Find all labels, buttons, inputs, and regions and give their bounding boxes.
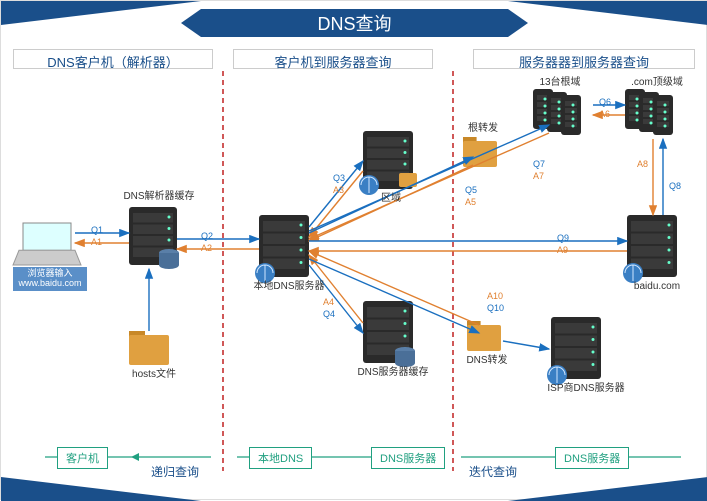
tag-q2: Q2 xyxy=(201,231,213,241)
tag-a7: A7 xyxy=(533,171,544,181)
tag-a1: A1 xyxy=(91,237,102,247)
footer-b1: 客户机 xyxy=(57,447,108,469)
tag-q7: Q7 xyxy=(533,159,545,169)
tag-a2: A2 xyxy=(201,243,212,253)
section-s3: 服务器器到服务器查询 xyxy=(473,49,695,69)
baidu-label: baidu.com xyxy=(617,281,697,293)
tag-a8: A8 xyxy=(637,159,648,169)
section-s1: DNS客户机（解析器） xyxy=(13,49,213,69)
roots-label: 13台根域 xyxy=(525,77,595,89)
hosts-label: hosts文件 xyxy=(119,369,189,381)
tag-a9: A9 xyxy=(557,245,568,255)
tag-q4: Q4 xyxy=(323,309,335,319)
tag-q10: Q10 xyxy=(487,303,504,313)
tag-q6: Q6 xyxy=(599,97,611,107)
resolver-label: DNS解析器缓存 xyxy=(109,191,209,203)
footer-recursive: 递归查询 xyxy=(151,463,199,480)
zone-label: 区域 xyxy=(361,193,421,205)
tag-a5: A5 xyxy=(465,197,476,207)
isp_dns-label: ISP商DNS服务器 xyxy=(541,383,631,395)
tag-q9: Q9 xyxy=(557,233,569,243)
footer-b2: 本地DNS xyxy=(249,447,312,469)
com_tld-label: .com顶级域 xyxy=(617,77,697,89)
tag-a10: A10 xyxy=(487,291,503,301)
dns_cache-label: DNS服务器缓存 xyxy=(353,367,433,379)
tag-q8: Q8 xyxy=(669,181,681,191)
root_fwd-label: 根转发 xyxy=(453,123,513,135)
section-s2: 客户机到服务器查询 xyxy=(233,49,433,69)
tag-q1: Q1 xyxy=(91,225,103,235)
tag-a6: A6 xyxy=(599,109,610,119)
footer-b4: DNS服务器 xyxy=(555,447,629,469)
dns_fwd-label: DNS转发 xyxy=(457,355,517,367)
footer-b3: DNS服务器 xyxy=(371,447,445,469)
tag-a3: A3 xyxy=(333,185,344,195)
footer-iterative: 迭代查询 xyxy=(469,463,517,480)
tag-q3: Q3 xyxy=(333,173,345,183)
title: DNS查询 xyxy=(201,9,508,37)
local_dns-label: 本地DNS服务器 xyxy=(249,281,329,293)
laptop-caption: 浏览器输入www.baidu.com xyxy=(13,267,87,291)
tag-a4: A4 xyxy=(323,297,334,307)
tag-q5: Q5 xyxy=(465,185,477,195)
